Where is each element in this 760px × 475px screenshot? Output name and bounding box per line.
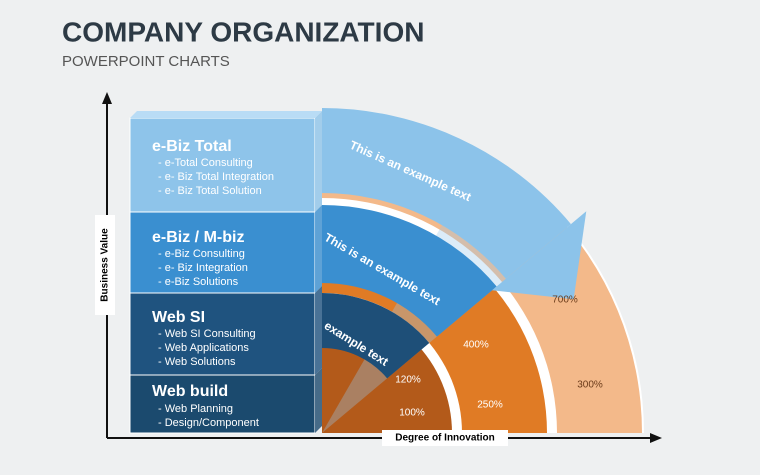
subtitle: POWERPOINT CHARTS <box>62 53 230 70</box>
arrow-head <box>492 211 587 300</box>
level-item: - e- Biz Integration <box>158 262 248 274</box>
percentage: 700% <box>552 295 578 306</box>
level-side <box>315 111 322 212</box>
percentage: 300% <box>577 380 603 391</box>
title: COMPANY ORGANIZATION <box>62 16 424 47</box>
level-item: - Web SI Consulting <box>158 328 256 340</box>
level-item: - e- Biz Total Integration <box>158 171 274 183</box>
level-side <box>315 286 322 375</box>
blue-band <box>322 293 430 379</box>
label-box <box>382 430 508 446</box>
percentage: 250% <box>477 400 503 411</box>
level-block <box>129 374 316 434</box>
level-top <box>130 111 322 118</box>
level-block <box>129 117 316 213</box>
level-item: - e-Biz Solutions <box>158 276 239 288</box>
label-box <box>95 215 115 315</box>
level-item: - Web Applications <box>158 342 249 354</box>
arrow <box>102 92 112 104</box>
level-item: - Web Planning <box>158 403 233 415</box>
arrow <box>650 433 662 443</box>
percentage: 120% <box>395 375 421 386</box>
level-item: - e-Biz Consulting <box>158 248 245 260</box>
y-axis-label: Business Value <box>100 228 111 302</box>
blue-band <box>322 108 571 279</box>
level-title: e-Biz Total <box>152 138 232 155</box>
level-title: Web build <box>152 383 228 400</box>
level-side <box>315 205 322 293</box>
level-item: - Web Solutions <box>158 356 236 368</box>
diagram: e-Biz Total - e-Total Consulting - e- Biz … <box>129 108 644 434</box>
level-item: - e- Biz Total Solution <box>158 185 262 197</box>
level-title: e-Biz / M-biz <box>152 229 244 246</box>
blue-band <box>322 205 497 337</box>
level-item: - Design/Component <box>158 417 259 429</box>
level-side <box>315 368 322 433</box>
percentage: 100% <box>399 408 425 419</box>
level-item: - e-Total Consulting <box>158 157 253 169</box>
level-block <box>129 292 316 376</box>
percentage: 400% <box>463 340 489 351</box>
level-title: Web SI <box>152 309 205 326</box>
x-axis-label: Degree of Innovation <box>395 433 494 444</box>
